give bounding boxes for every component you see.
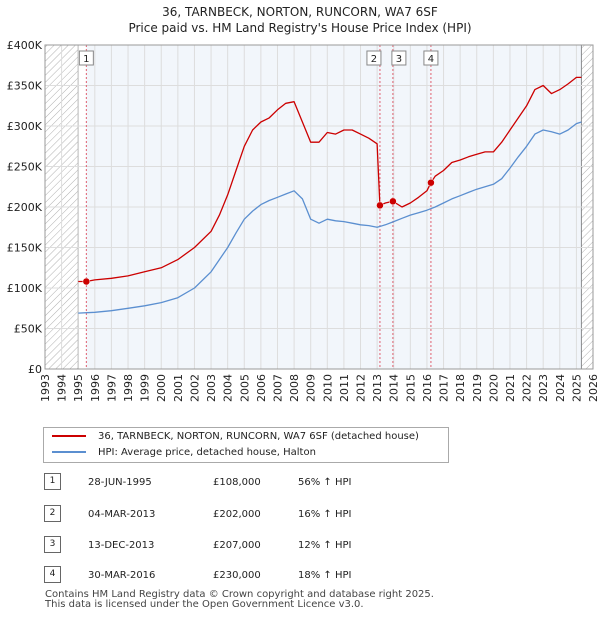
transaction-point [427,178,435,187]
x-tick-label: 1993 [39,374,52,402]
transaction-label-number: 4 [428,54,434,65]
price-chart: 36, TARNBECK, NORTON, RUNCORN, WA7 6SF P… [7,5,600,402]
transaction-number: 1 [44,473,61,490]
y-tick-label: £250K [7,161,43,174]
x-tick-label: 1999 [139,374,152,402]
transaction-label-number: 2 [371,54,377,65]
transaction-price: £108,000 [213,477,261,488]
legend-item-property: 36, TARNBECK, NORTON, RUNCORN, WA7 6SF (… [52,430,419,444]
y-tick-label: £300K [7,120,43,133]
y-tick-label: £0 [28,363,42,376]
x-tick-label: 2011 [338,374,351,402]
property-series-line [78,76,582,283]
transaction-price: £202,000 [213,509,261,520]
transaction-hpi: 16% ↑ HPI [298,509,352,520]
transaction-hpi: 18% ↑ HPI [298,570,352,581]
transaction-date: 04-MAR-2013 [88,509,156,520]
x-tick-label: 2015 [404,374,417,402]
x-tick-label: 2006 [255,374,268,402]
chart-title: 36, TARNBECK, NORTON, RUNCORN, WA7 6SF [162,5,438,19]
transaction-point [389,197,397,206]
transaction-hpi: 56% ↑ HPI [298,477,352,488]
transaction-label-box [423,50,439,66]
transaction-number: 3 [44,536,61,553]
plot-frame [44,44,594,370]
transaction-point [82,277,91,286]
transaction-label-box [391,50,407,66]
x-tick-label: 2016 [421,374,434,402]
transaction-label-number: 3 [396,54,402,65]
x-tick-label: 2014 [388,374,401,402]
y-tick-label: £150K [7,242,43,255]
transaction-point [376,201,384,210]
x-tick-label: 2002 [188,374,201,402]
transaction-number: 2 [44,505,61,522]
x-tick-label: 2008 [288,374,301,402]
x-tick-label: 2012 [355,374,368,402]
footer-attribution: Contains HM Land Registry data © Crown c… [45,590,434,610]
transaction-price: £230,000 [213,570,261,581]
legend: 36, TARNBECK, NORTON, RUNCORN, WA7 6SF (… [43,427,449,463]
x-tick-label: 1996 [89,374,102,402]
transaction-label-number: 1 [83,54,89,65]
legend-label-hpi: HPI: Average price, detached house, Halt… [98,447,316,458]
transaction-price: £207,000 [213,540,261,551]
x-tick-label: 2022 [521,374,534,402]
x-tick-label: 1997 [105,374,118,402]
legend-swatch-hpi [52,451,86,453]
x-tick-label: 2017 [438,374,451,402]
legend-label-property: 36, TARNBECK, NORTON, RUNCORN, WA7 6SF (… [98,431,419,442]
x-tick-label: 2023 [537,374,550,402]
y-tick-label: £100K [7,282,43,295]
x-tick-label: 1998 [122,374,135,402]
x-tick-label: 2021 [504,374,517,402]
transaction-label-box [366,50,382,66]
transaction-date: 13-DEC-2013 [88,540,155,551]
transaction-date: 30-MAR-2016 [88,570,156,581]
x-tick-label: 2000 [155,374,168,402]
transaction-number: 4 [44,566,61,583]
x-tick-label: 2020 [487,374,500,402]
x-tick-label: 2004 [222,374,235,402]
x-tick-label: 2026 [587,374,600,402]
y-tick-label: £350K [7,80,43,93]
transaction-date: 28-JUN-1995 [88,477,152,488]
transaction-hpi: 12% ↑ HPI [298,540,352,551]
x-tick-label: 2010 [321,374,334,402]
x-tick-label: 2019 [471,374,484,402]
legend-item-hpi: HPI: Average price, detached house, Halt… [52,446,316,460]
plot-area: 1 2 3 4 £0 £50K £100K £150K £200K £250K £300K £350K… [7,39,600,402]
chart-subtitle: Price paid vs. HM Land Registry's House … [128,21,471,35]
x-tick-label: 2018 [454,374,467,402]
y-tick-label: £50K [14,323,43,336]
footer-copyright: Contains HM Land Registry data © Crown c… [45,589,434,600]
x-tick-label: 2005 [238,374,251,402]
x-tick-label: 2025 [570,374,583,402]
legend-swatch-property [52,435,86,437]
footer-licence: This data is licensed under the Open Gov… [45,599,364,610]
x-tick-label: 2024 [554,374,567,402]
x-tick-label: 2009 [305,374,318,402]
x-tick-label: 2003 [205,374,218,402]
x-tick-label: 2001 [172,374,185,402]
y-tick-label: £400K [7,39,43,52]
x-tick-label: 1995 [72,374,85,402]
x-tick-label: 2007 [271,374,284,402]
y-tick-label: £200K [7,201,43,214]
x-tick-label: 1994 [56,374,69,402]
x-tick-label: 2013 [371,374,384,402]
hpi-series-line [78,121,582,314]
transaction-label-box [78,50,94,66]
